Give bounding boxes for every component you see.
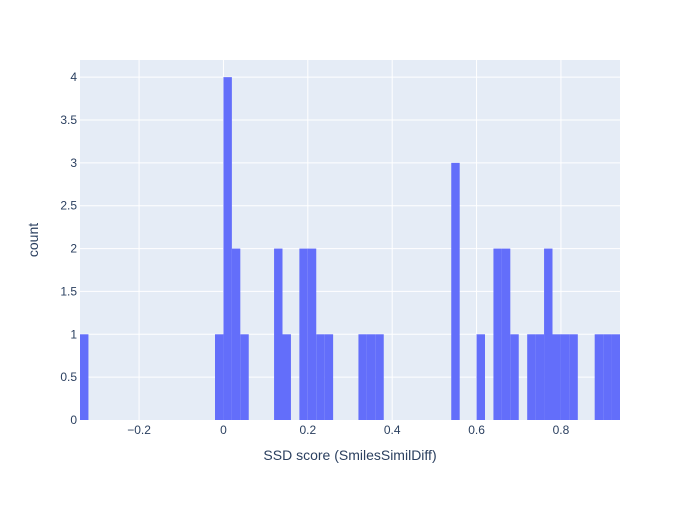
histogram-bar[interactable]: [231, 248, 241, 420]
y-tick-label: 3: [70, 156, 77, 170]
x-tick-label: 0.2: [299, 423, 316, 437]
histogram-bar[interactable]: [451, 162, 460, 420]
histogram-bar[interactable]: [274, 248, 283, 420]
histogram-bar[interactable]: [215, 334, 224, 420]
y-tick-labels: 0 0.5 1 1.5 2 2.5 3 3.5 4: [60, 70, 77, 427]
x-axis-title: SSD score (SmilesSimilDiff): [263, 447, 436, 463]
histogram-bar[interactable]: [316, 334, 325, 420]
histogram-bar[interactable]: [510, 334, 519, 420]
histogram-bar[interactable]: [594, 334, 604, 420]
histogram-bar[interactable]: [552, 334, 561, 420]
histogram-bar[interactable]: [358, 334, 367, 420]
histogram-bar[interactable]: [80, 334, 89, 420]
histogram-bar[interactable]: [603, 334, 612, 420]
histogram-bar[interactable]: [569, 334, 578, 420]
y-tick-label: 0.5: [60, 370, 77, 384]
histogram-bar[interactable]: [282, 334, 291, 420]
histogram-bar[interactable]: [366, 334, 376, 420]
histogram-bar[interactable]: [501, 248, 511, 420]
y-tick-label: 0: [70, 413, 77, 427]
histogram-bar[interactable]: [527, 334, 536, 420]
histogram-bar[interactable]: [535, 334, 545, 420]
x-tick-label: 0.6: [468, 423, 485, 437]
histogram-bar[interactable]: [544, 248, 553, 420]
y-tick-label: 4: [70, 70, 77, 84]
histogram-bar[interactable]: [560, 334, 570, 420]
y-tick-label: 2: [70, 242, 77, 256]
y-tick-label: 1.5: [60, 284, 77, 298]
histogram-bar[interactable]: [375, 334, 384, 420]
histogram-bar[interactable]: [307, 248, 317, 420]
histogram-bar[interactable]: [476, 334, 485, 420]
histogram-bar[interactable]: [611, 334, 620, 420]
bars: [80, 77, 620, 421]
y-tick-label: 2.5: [60, 199, 77, 213]
x-tick-label: 0.8: [553, 423, 570, 437]
y-tick-label: 3.5: [60, 113, 77, 127]
y-tick-label: 1: [70, 327, 77, 341]
histogram-bar[interactable]: [299, 248, 308, 420]
histogram-bar[interactable]: [324, 334, 334, 420]
histogram-bar[interactable]: [223, 77, 232, 421]
x-tick-labels: −0.2 0 0.2 0.4 0.6 0.8: [127, 423, 569, 437]
histogram-bar[interactable]: [240, 334, 249, 420]
x-tick-label: 0.4: [384, 423, 401, 437]
histogram-bar[interactable]: [493, 248, 502, 420]
y-axis-title: count: [25, 223, 41, 257]
x-tick-label: −0.2: [127, 423, 151, 437]
x-tick-label: 0: [220, 423, 227, 437]
